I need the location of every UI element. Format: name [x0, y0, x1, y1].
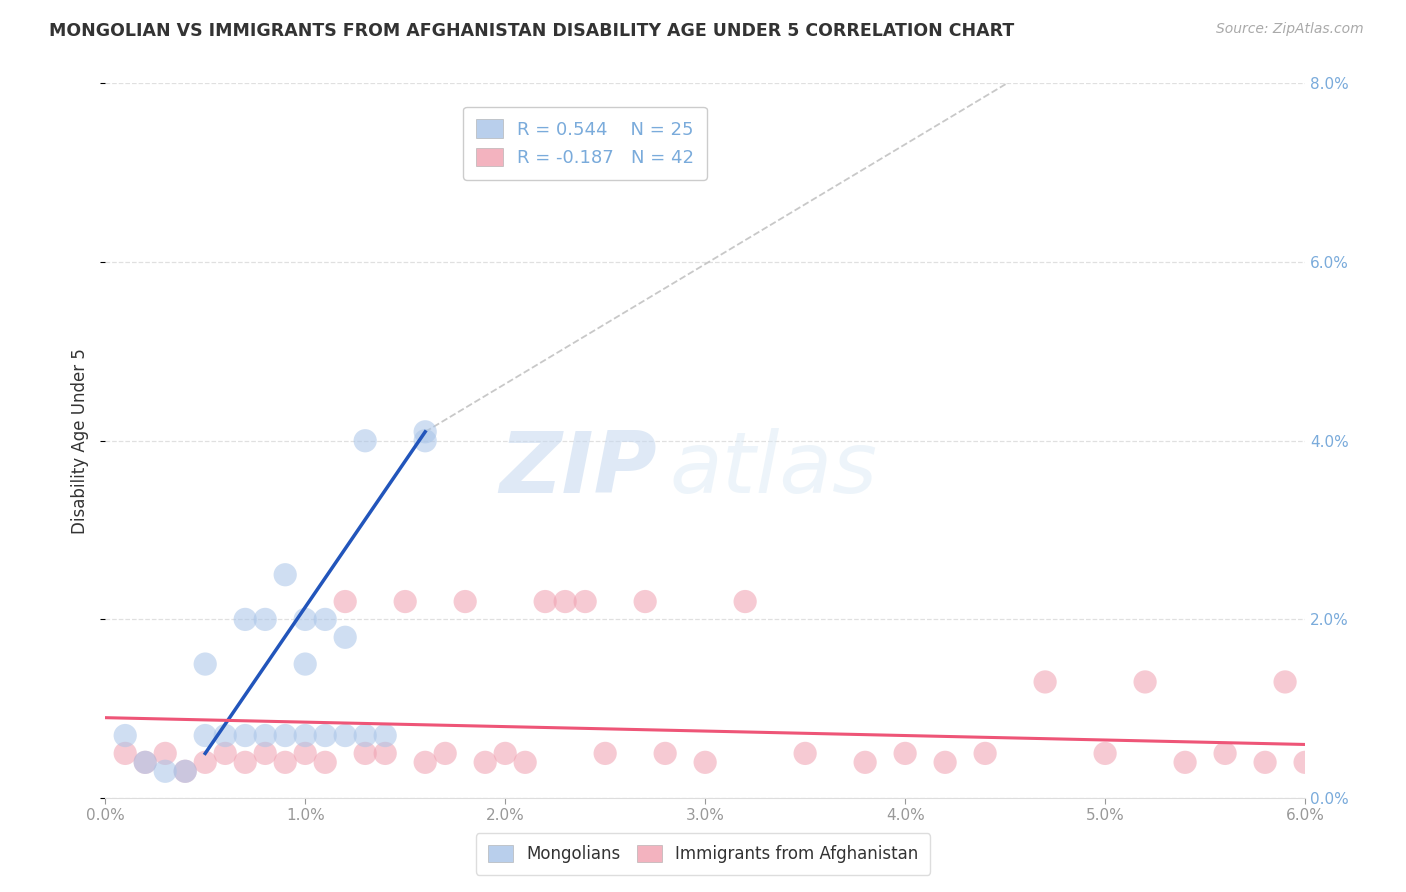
Point — [413, 425, 436, 439]
Point — [274, 756, 297, 770]
Point — [233, 612, 256, 626]
Point — [194, 729, 217, 743]
Point — [114, 747, 136, 761]
Point — [894, 747, 917, 761]
Point — [1294, 756, 1316, 770]
Point — [534, 594, 557, 608]
Point — [314, 756, 336, 770]
Point — [214, 729, 236, 743]
Point — [853, 756, 876, 770]
Point — [1254, 756, 1277, 770]
Point — [374, 747, 396, 761]
Point — [194, 657, 217, 671]
Point — [194, 756, 217, 770]
Point — [233, 729, 256, 743]
Point — [593, 747, 616, 761]
Point — [695, 756, 717, 770]
Point — [554, 594, 576, 608]
Point — [233, 756, 256, 770]
Point — [294, 747, 316, 761]
Point — [1174, 756, 1197, 770]
Legend: R = 0.544    N = 25, R = -0.187   N = 42: R = 0.544 N = 25, R = -0.187 N = 42 — [463, 107, 707, 180]
Point — [314, 612, 336, 626]
Point — [114, 729, 136, 743]
Point — [434, 747, 457, 761]
Point — [934, 756, 956, 770]
Point — [214, 747, 236, 761]
Point — [274, 729, 297, 743]
Point — [734, 594, 756, 608]
Point — [174, 764, 197, 779]
Point — [335, 630, 357, 644]
Point — [413, 756, 436, 770]
Point — [454, 594, 477, 608]
Point — [974, 747, 997, 761]
Point — [134, 756, 156, 770]
Point — [294, 657, 316, 671]
Point — [335, 594, 357, 608]
Point — [354, 434, 377, 448]
Point — [394, 594, 416, 608]
Point — [155, 747, 177, 761]
Text: ZIP: ZIP — [499, 428, 657, 511]
Point — [134, 756, 156, 770]
Legend: Mongolians, Immigrants from Afghanistan: Mongolians, Immigrants from Afghanistan — [475, 833, 931, 875]
Point — [294, 729, 316, 743]
Text: Source: ZipAtlas.com: Source: ZipAtlas.com — [1216, 22, 1364, 37]
Point — [254, 729, 277, 743]
Point — [494, 747, 516, 761]
Point — [1213, 747, 1236, 761]
Point — [314, 729, 336, 743]
Point — [794, 747, 817, 761]
Point — [374, 729, 396, 743]
Point — [634, 594, 657, 608]
Point — [1133, 675, 1156, 690]
Point — [354, 747, 377, 761]
Point — [274, 567, 297, 582]
Point — [335, 729, 357, 743]
Point — [354, 729, 377, 743]
Point — [1274, 675, 1296, 690]
Point — [174, 764, 197, 779]
Point — [155, 764, 177, 779]
Text: MONGOLIAN VS IMMIGRANTS FROM AFGHANISTAN DISABILITY AGE UNDER 5 CORRELATION CHAR: MONGOLIAN VS IMMIGRANTS FROM AFGHANISTAN… — [49, 22, 1015, 40]
Y-axis label: Disability Age Under 5: Disability Age Under 5 — [72, 348, 89, 533]
Point — [1094, 747, 1116, 761]
Point — [254, 747, 277, 761]
Point — [654, 747, 676, 761]
Text: atlas: atlas — [669, 428, 877, 511]
Point — [574, 594, 596, 608]
Point — [1033, 675, 1056, 690]
Point — [294, 612, 316, 626]
Point — [515, 756, 537, 770]
Point — [413, 434, 436, 448]
Point — [254, 612, 277, 626]
Point — [474, 756, 496, 770]
